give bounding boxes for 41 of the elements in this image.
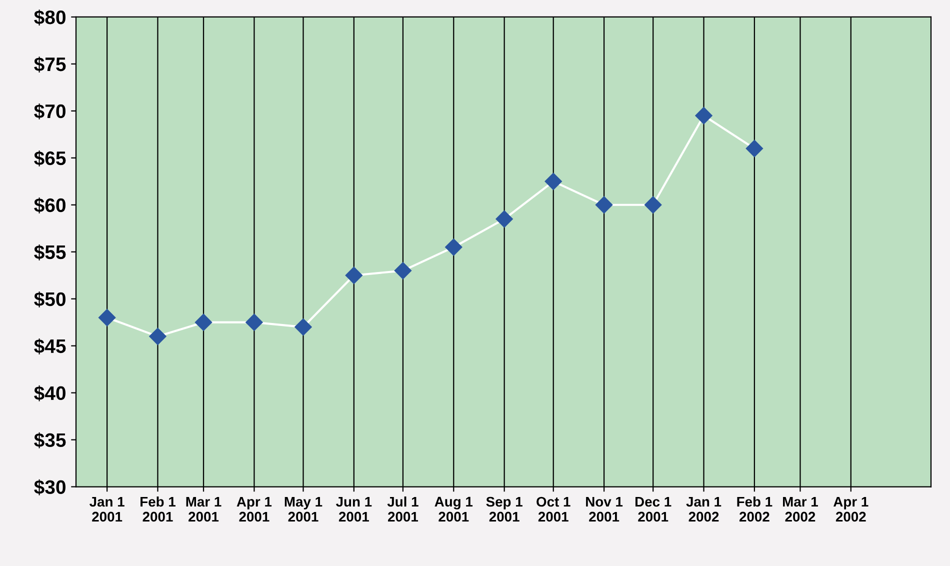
x-tick-label: Mar 1 2002 <box>783 496 818 522</box>
point <box>294 318 312 336</box>
x-tick-label: Nov 1 2001 <box>586 496 623 522</box>
point <box>246 314 263 331</box>
x-tick-label: Jul 1 2001 <box>387 496 418 522</box>
x-tick-label: Feb 1 2002 <box>737 496 772 522</box>
y-tick-label: $70 <box>34 104 66 120</box>
x-tick-label: Feb 1 2001 <box>140 496 176 522</box>
x-tick-label: Apr 1 2001 <box>236 496 272 522</box>
x-tick-label: May 1 2001 <box>284 496 322 522</box>
point <box>746 140 763 158</box>
x-tick-label: Aug 1 2001 <box>434 496 473 522</box>
y-tick-label: $60 <box>34 198 66 214</box>
point <box>644 196 662 214</box>
x-tick-label: Dec 1 2001 <box>635 496 672 522</box>
point <box>595 196 613 214</box>
point <box>695 107 712 124</box>
y-tick-label: $65 <box>34 150 66 166</box>
y-tick-label: $50 <box>34 291 66 308</box>
point <box>98 309 116 326</box>
point <box>345 266 362 284</box>
x-tick-label: Apr 1 2002 <box>833 496 868 522</box>
y-tick-label: $30 <box>34 479 66 496</box>
x-tick-label: Jan 1 2002 <box>686 496 722 522</box>
x-tick-label: Jun 1 2001 <box>336 496 372 522</box>
x-tick-label: Jan 1 2001 <box>90 496 124 522</box>
x-tick-label: Oct 1 2001 <box>536 496 570 522</box>
point <box>149 328 166 345</box>
point <box>394 262 412 280</box>
y-tick-label: $75 <box>34 56 66 72</box>
point <box>194 314 212 331</box>
x-tick-label: Sep 1 2001 <box>486 496 522 522</box>
point <box>544 172 562 190</box>
y-tick-label: $80 <box>34 10 66 26</box>
y-tick-label: $40 <box>34 385 66 402</box>
point <box>445 238 462 256</box>
y-tick-label: $55 <box>34 244 66 260</box>
point <box>496 210 513 228</box>
y-tick-label: $45 <box>34 338 66 354</box>
y-tick-label: $35 <box>34 432 66 448</box>
x-tick-label: Mar 1 2001 <box>186 496 222 522</box>
